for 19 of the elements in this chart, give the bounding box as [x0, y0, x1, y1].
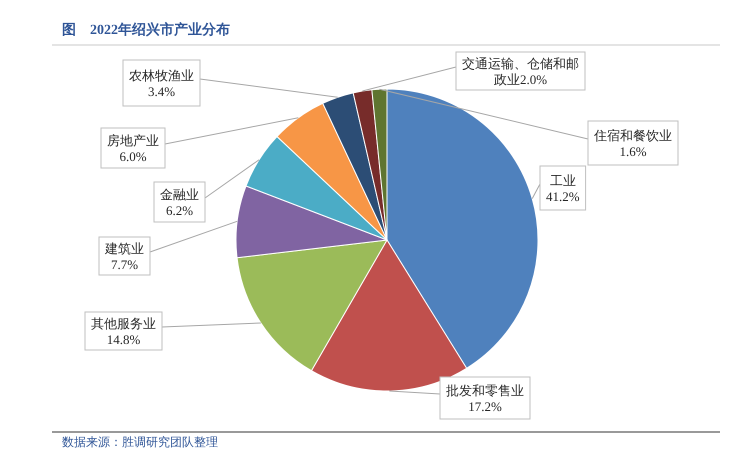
- data-label: 1.6%: [619, 144, 647, 159]
- data-label: 41.2%: [546, 189, 580, 204]
- data-label: 3.4%: [148, 84, 176, 99]
- data-label: 7.7%: [110, 257, 138, 272]
- slice-label: 工业: [550, 173, 576, 188]
- slice-label: 金融业: [160, 187, 199, 202]
- slice-label: 房地产业: [107, 133, 159, 148]
- slice-label: 建筑业: [104, 241, 144, 256]
- slice-label: 交通运输、仓储和邮政业2.0%: [462, 56, 579, 87]
- slice-label: 批发和零售业: [446, 383, 524, 398]
- data-label: 17.2%: [468, 399, 502, 414]
- chart-title: 图 2022年绍兴市产业分布: [62, 21, 230, 38]
- source-note: 数据来源：胜调研究团队整理: [62, 435, 218, 449]
- slice-label: 农林牧渔业: [129, 68, 194, 83]
- slice-label: 其他服务业: [91, 316, 156, 331]
- slice-label: 住宿和餐饮业: [593, 128, 672, 143]
- data-label: 14.8%: [106, 332, 140, 347]
- data-label: 6.0%: [119, 149, 147, 164]
- data-label: 6.2%: [166, 203, 194, 218]
